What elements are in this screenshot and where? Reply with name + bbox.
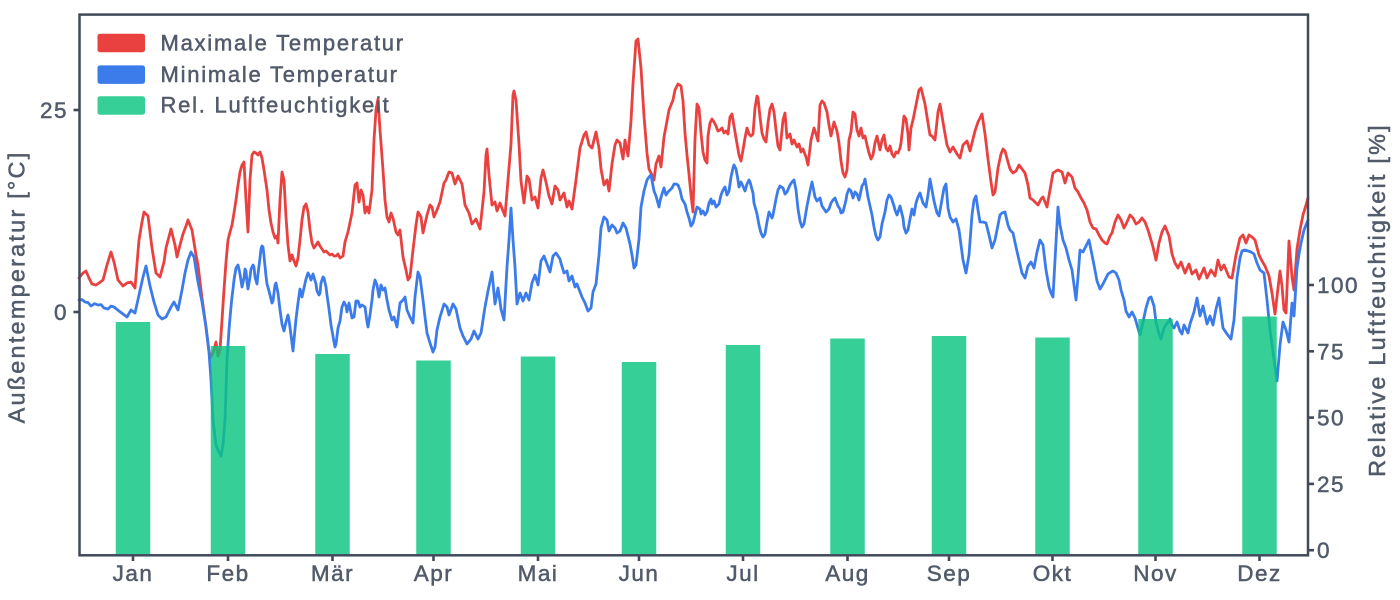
svg-text:Minimale Temperatur: Minimale Temperatur: [161, 62, 399, 87]
svg-text:100: 100: [1317, 273, 1359, 298]
svg-text:50: 50: [1317, 406, 1345, 431]
svg-text:Relative Luftfeuchtigkeit [%]: Relative Luftfeuchtigkeit [%]: [1364, 123, 1390, 477]
svg-text:Mai: Mai: [518, 561, 559, 586]
svg-text:Dez: Dez: [1237, 561, 1282, 586]
svg-text:Okt: Okt: [1033, 561, 1073, 586]
svg-text:25: 25: [40, 98, 68, 123]
svg-text:Feb: Feb: [206, 561, 249, 586]
svg-text:Sep: Sep: [927, 561, 972, 586]
svg-text:0: 0: [54, 300, 68, 325]
svg-text:Maximale Temperatur: Maximale Temperatur: [161, 31, 405, 56]
svg-text:Jan: Jan: [113, 561, 154, 586]
svg-text:Apr: Apr: [414, 561, 454, 586]
svg-text:Außentemperatur [°C]: Außentemperatur [°C]: [4, 151, 30, 424]
svg-text:Jun: Jun: [619, 561, 660, 586]
svg-text:Aug: Aug: [825, 561, 870, 586]
svg-text:Mär: Mär: [311, 561, 354, 586]
svg-text:75: 75: [1317, 339, 1345, 364]
svg-text:25: 25: [1317, 472, 1345, 497]
svg-text:Rel. Luftfeuchtigkeit: Rel. Luftfeuchtigkeit: [161, 93, 391, 118]
svg-text:0: 0: [1317, 538, 1331, 563]
svg-text:Nov: Nov: [1133, 561, 1178, 586]
svg-text:Jul: Jul: [726, 561, 759, 586]
